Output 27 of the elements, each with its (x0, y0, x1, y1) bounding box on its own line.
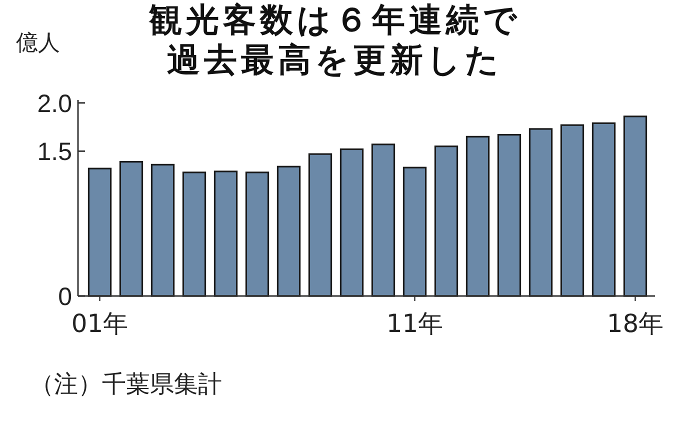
bar (434, 146, 458, 297)
text: （注）千葉県集計 (30, 369, 222, 400)
bar (119, 160, 144, 297)
bar (276, 166, 301, 297)
x-tick-label: 11年 (386, 309, 444, 338)
bar (245, 172, 270, 297)
x-tick-label: 18年 (606, 309, 664, 338)
bar (592, 122, 616, 297)
bar (340, 148, 364, 297)
y-tick-label: 2.0 (37, 90, 72, 118)
bar (560, 124, 584, 297)
bar (623, 116, 648, 297)
bar (402, 166, 427, 297)
bar (88, 168, 112, 297)
chart-title: 観光客数は６年連続で過去最高を更新した (148, 0, 522, 80)
bar (308, 153, 332, 297)
y-tick-label: 1.5 (37, 138, 72, 166)
bar (528, 128, 553, 297)
bar (214, 170, 238, 297)
bar (466, 136, 490, 297)
x-tick-label: 01年 (71, 309, 128, 338)
bar (182, 172, 206, 297)
bar (150, 164, 175, 297)
bar (371, 144, 396, 297)
bar (497, 134, 522, 297)
y-tick-label: 0 (58, 283, 72, 311)
y-axis-title: 億人 (16, 31, 60, 56)
